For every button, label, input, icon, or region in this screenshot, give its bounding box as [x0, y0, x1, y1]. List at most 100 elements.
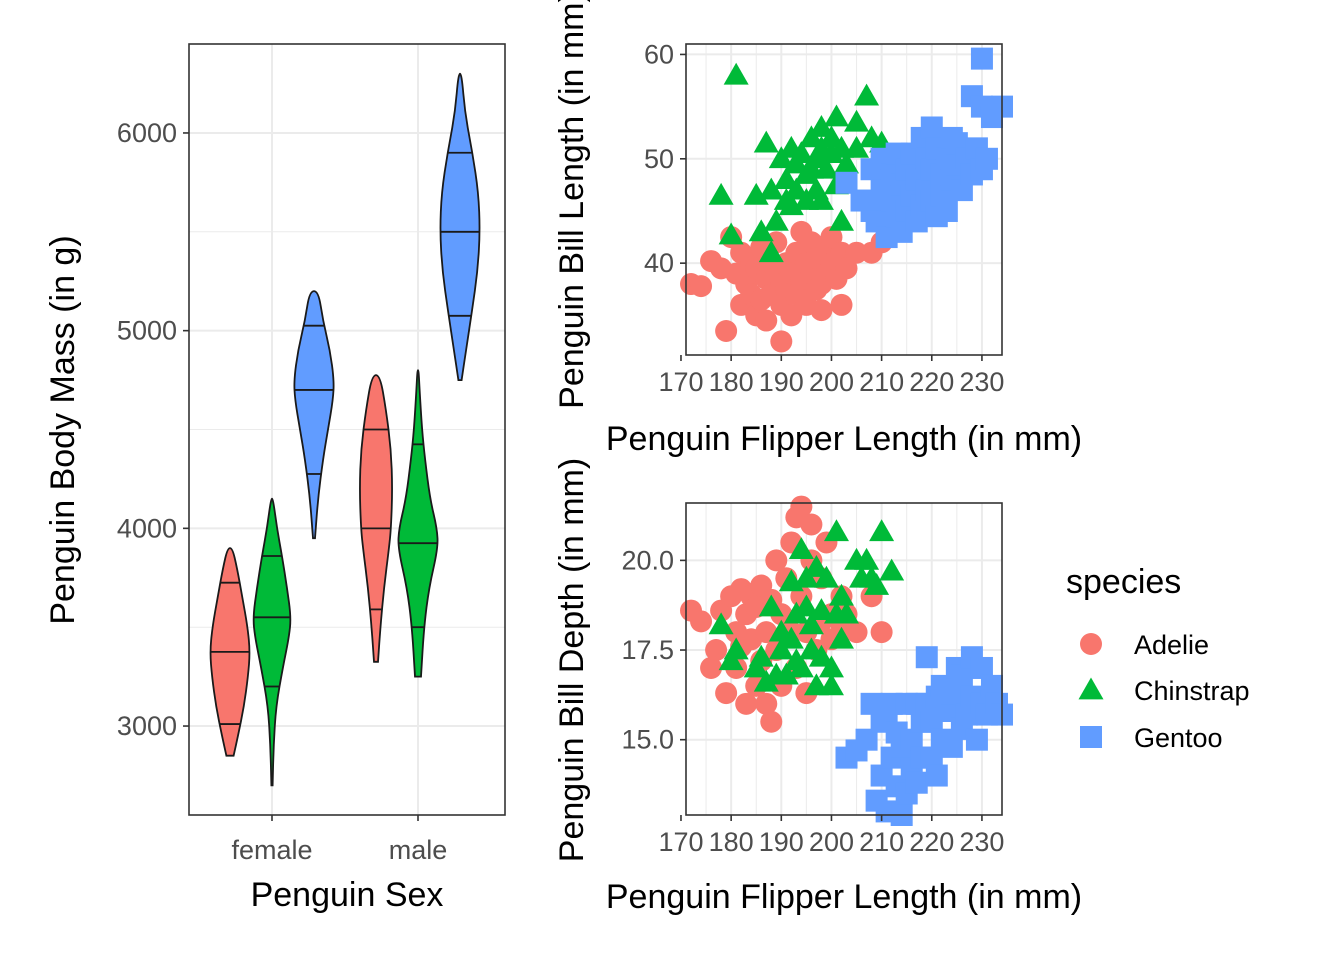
adelie-point [790, 495, 813, 518]
chinstrap-point [854, 83, 880, 106]
x-tick-label: 220 [909, 367, 954, 397]
legend-item-adelie: Adelie [1080, 630, 1209, 660]
series-chinstrap [708, 519, 905, 696]
chinstrap-point [818, 655, 844, 678]
violin-adelie-male [359, 374, 393, 663]
x-tick-label: 230 [959, 827, 1004, 857]
gentoo-point [920, 746, 943, 769]
x-tick-label: 230 [959, 367, 1004, 397]
y-tick-label: 40 [644, 248, 674, 278]
x-tick-label: 190 [759, 367, 804, 397]
gentoo-point [900, 728, 923, 751]
chinstrap-point [803, 555, 829, 577]
chinstrap-point [748, 644, 774, 667]
x-tick-label: 180 [709, 827, 754, 857]
adelie-point [870, 621, 893, 644]
bill-length-points [680, 47, 1013, 353]
x-tick-label: 200 [809, 367, 854, 397]
violin-panel-border [188, 43, 506, 816]
adelie-point [835, 257, 858, 280]
chinstrap-point [758, 240, 784, 263]
chinstrap-point [783, 177, 809, 200]
chinstrap-point [718, 222, 744, 245]
adelie-point [820, 226, 843, 249]
gentoo-point [940, 735, 963, 758]
legend-items: Adelie Chinstrap Gentoo [1078, 630, 1250, 753]
gentoo-point [950, 664, 973, 687]
chinstrap-point [828, 583, 854, 606]
y-tick-label: 4000 [117, 513, 177, 543]
gentoo-point [975, 147, 998, 170]
chinstrap-point [818, 125, 844, 148]
y-tick-label: 60 [644, 39, 674, 69]
violin-x-axis-title: Penguin Sex [251, 876, 444, 914]
chinstrap-point [813, 156, 839, 179]
y-tick-label: 50 [644, 144, 674, 174]
chinstrap-point [834, 151, 860, 174]
chinstrap-point [828, 626, 854, 649]
chinstrap-point [748, 219, 774, 242]
violin-chinstrap-female [252, 497, 292, 787]
chinstrap-point [813, 565, 839, 588]
adelie-point [845, 621, 868, 644]
x-tick-label: 200 [809, 827, 854, 857]
violin-y-ticks: 3000 4000 5000 6000 [117, 118, 189, 741]
legend-label: Gentoo [1134, 723, 1223, 753]
chinstrap-point [869, 519, 895, 542]
violin-gentoo-female [293, 290, 335, 540]
y-tick-label: 6000 [117, 118, 177, 148]
adelie-point [690, 275, 713, 298]
x-tick-label: 180 [709, 367, 754, 397]
chinstrap-point [808, 644, 834, 667]
bill-length-y-axis-title: Penguin Bill Length (in mm) [553, 0, 591, 409]
y-tick-label: 5000 [117, 316, 177, 346]
adelie-point [810, 299, 833, 322]
bill-depth-x-ticks: 170 180 190 200 210 220 230 [658, 815, 1004, 857]
chinstrap-point [758, 177, 784, 200]
adelie-point [705, 639, 728, 662]
adelie-point [715, 682, 738, 705]
x-tick-label: male [389, 835, 448, 865]
violin-y-axis-title: Penguin Body Mass (in g) [44, 235, 82, 624]
chinstrap-point [844, 135, 870, 158]
y-tick-label: 3000 [117, 711, 177, 741]
chinstrap-point [828, 208, 854, 231]
bill-length-x-ticks: 170 180 190 200 210 220 230 [658, 355, 1004, 397]
chinstrap-point [788, 655, 814, 678]
chinstrap-point [778, 626, 804, 649]
chinstrap-point [844, 109, 870, 132]
chinstrap-point [818, 673, 844, 696]
series-gentoo [835, 47, 1013, 249]
legend-key-circle [1080, 633, 1102, 655]
chinstrap-point [798, 612, 824, 635]
x-tick-label: 220 [909, 827, 954, 857]
legend: species Adelie Chinstrap Gentoo [1066, 563, 1250, 753]
gentoo-point [905, 771, 928, 794]
violin-gentoo-male [439, 72, 481, 381]
adelie-point [800, 513, 823, 536]
chinstrap-point [773, 662, 799, 685]
chinstrap-point [808, 188, 834, 210]
bill-depth-y-ticks: 15.0 17.5 20.0 [621, 545, 686, 755]
series-adelie [680, 220, 893, 353]
x-tick-label: 210 [859, 827, 904, 857]
chinstrap-point [834, 601, 860, 624]
bill-depth-scatter-chart: 15.0 17.5 20.0 170 180 190 200 210 220 230 Pengu… [553, 458, 1082, 916]
adelie-point [770, 330, 793, 353]
chinstrap-point [808, 598, 834, 620]
gentoo-point [935, 199, 958, 222]
chinstrap-point [723, 637, 749, 660]
x-tick-label: female [231, 835, 312, 865]
chinstrap-point [763, 208, 789, 231]
gentoo-point [920, 116, 943, 139]
adelie-point [760, 710, 783, 733]
chinstrap-point [864, 572, 890, 595]
adelie-point [690, 610, 713, 633]
adelie-point [735, 692, 758, 715]
adelie-point [830, 293, 853, 316]
x-tick-label: 170 [658, 367, 703, 397]
bill-length-y-ticks: 40 50 60 [644, 39, 686, 278]
gentoo-point [970, 656, 993, 679]
x-tick-label: 170 [658, 827, 703, 857]
